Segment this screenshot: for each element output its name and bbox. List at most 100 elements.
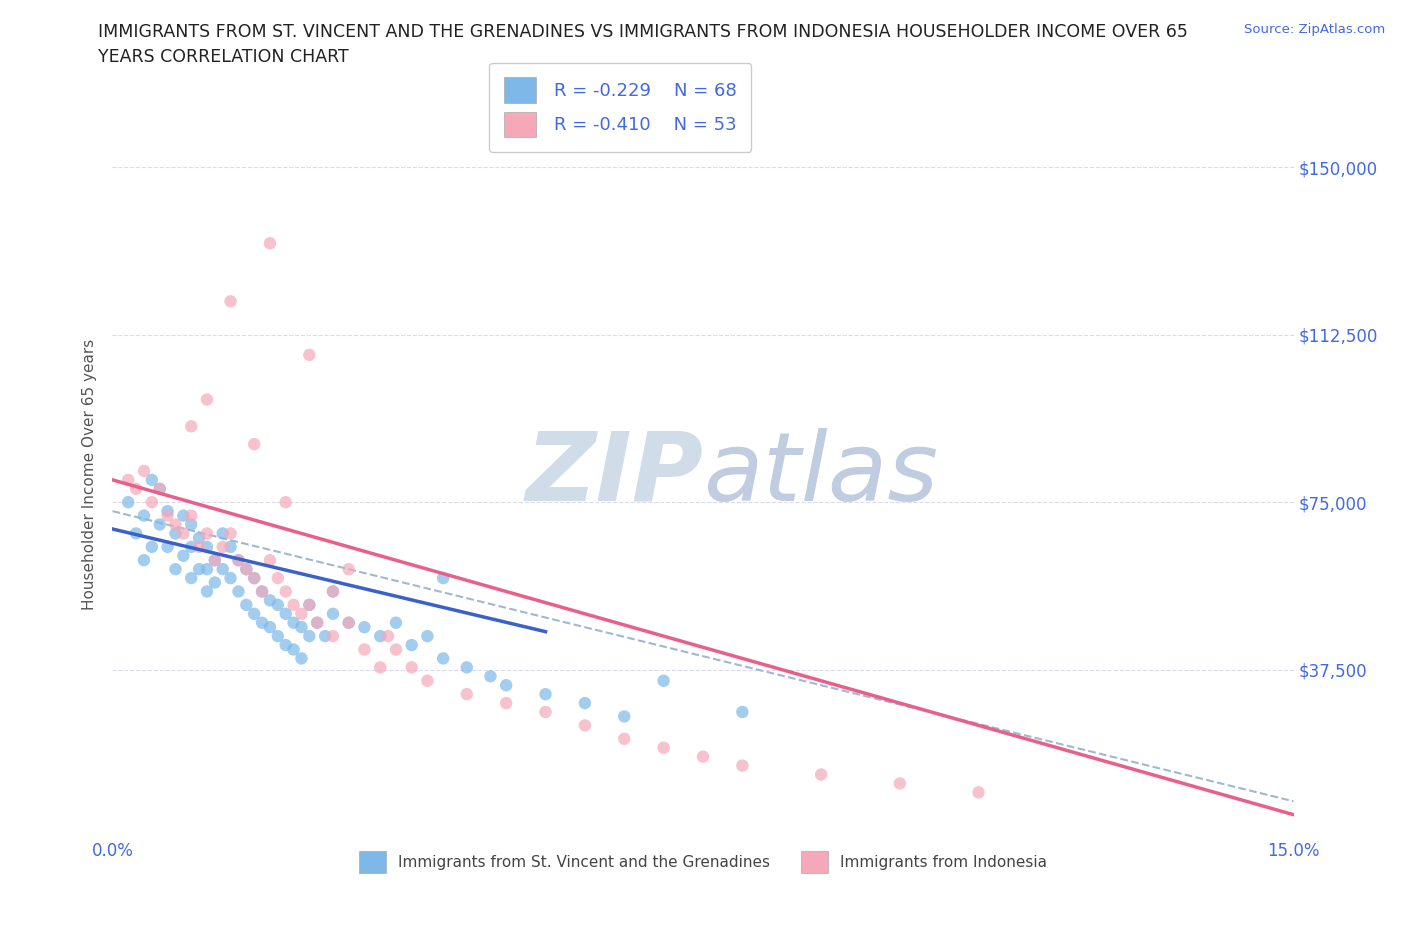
Point <box>259 593 281 608</box>
Point <box>377 629 399 644</box>
Point <box>165 517 187 532</box>
Point <box>195 584 218 599</box>
Point <box>132 552 155 567</box>
Point <box>180 517 202 532</box>
Point <box>283 642 305 657</box>
Point <box>211 562 233 577</box>
Point <box>250 616 273 631</box>
Point <box>337 562 360 577</box>
Point <box>337 616 360 631</box>
Point <box>283 616 305 631</box>
Point <box>274 584 297 599</box>
Point <box>204 552 226 567</box>
Point <box>165 562 187 577</box>
Point <box>456 686 478 701</box>
Point <box>149 482 172 497</box>
Point <box>337 616 360 631</box>
Point <box>172 526 194 541</box>
Point <box>307 616 329 631</box>
Point <box>195 539 218 554</box>
Point <box>432 651 454 666</box>
Point <box>416 629 439 644</box>
Y-axis label: Householder Income Over 65 years: Householder Income Over 65 years <box>82 339 97 610</box>
Point <box>211 526 233 541</box>
Point <box>692 750 714 764</box>
Point <box>243 606 266 621</box>
Point <box>810 767 832 782</box>
Point <box>188 562 211 577</box>
Point <box>290 619 312 634</box>
Point <box>401 638 423 653</box>
Point <box>432 571 454 586</box>
Point <box>290 651 312 666</box>
Point <box>172 508 194 523</box>
Point <box>195 526 218 541</box>
Point <box>613 709 636 724</box>
Text: atlas: atlas <box>703 428 938 521</box>
Point <box>385 642 408 657</box>
Point <box>385 616 408 631</box>
Point <box>274 606 297 621</box>
Point <box>259 552 281 567</box>
Point <box>180 418 202 433</box>
Point <box>243 437 266 452</box>
Point <box>228 584 250 599</box>
Point <box>307 616 329 631</box>
Point <box>188 530 211 545</box>
Legend: Immigrants from St. Vincent and the Grenadines, Immigrants from Indonesia: Immigrants from St. Vincent and the Gren… <box>352 844 1054 880</box>
Point <box>219 526 242 541</box>
Point <box>314 629 336 644</box>
Point <box>180 571 202 586</box>
Point <box>219 571 242 586</box>
Point <box>117 472 139 487</box>
Point <box>204 575 226 590</box>
Point <box>204 552 226 567</box>
Point <box>125 526 148 541</box>
Point <box>149 517 172 532</box>
Point <box>149 482 172 497</box>
Point <box>141 472 163 487</box>
Point <box>283 597 305 612</box>
Point <box>353 642 375 657</box>
Point <box>250 584 273 599</box>
Point <box>416 673 439 688</box>
Point <box>219 539 242 554</box>
Point <box>731 705 754 720</box>
Point <box>967 785 990 800</box>
Point <box>243 571 266 586</box>
Point <box>165 526 187 541</box>
Point <box>298 629 321 644</box>
Point <box>456 660 478 675</box>
Text: IMMIGRANTS FROM ST. VINCENT AND THE GRENADINES VS IMMIGRANTS FROM INDONESIA HOUS: IMMIGRANTS FROM ST. VINCENT AND THE GREN… <box>98 23 1188 41</box>
Point <box>495 696 517 711</box>
Point <box>141 539 163 554</box>
Point <box>235 562 257 577</box>
Point <box>259 619 281 634</box>
Point <box>156 508 179 523</box>
Point <box>172 549 194 564</box>
Point <box>613 731 636 746</box>
Point <box>235 597 257 612</box>
Point <box>322 629 344 644</box>
Text: Source: ZipAtlas.com: Source: ZipAtlas.com <box>1244 23 1385 36</box>
Point <box>534 686 557 701</box>
Point <box>298 348 321 363</box>
Point <box>368 629 391 644</box>
Point <box>141 495 163 510</box>
Point <box>243 571 266 586</box>
Point <box>180 508 202 523</box>
Point <box>368 660 391 675</box>
Point <box>731 758 754 773</box>
Point <box>353 619 375 634</box>
Point <box>274 638 297 653</box>
Point <box>322 584 344 599</box>
Point <box>228 552 250 567</box>
Point <box>401 660 423 675</box>
Point <box>322 584 344 599</box>
Text: YEARS CORRELATION CHART: YEARS CORRELATION CHART <box>98 48 349 66</box>
Point <box>479 669 502 684</box>
Point <box>652 740 675 755</box>
Point <box>267 571 290 586</box>
Point <box>188 539 211 554</box>
Point <box>211 539 233 554</box>
